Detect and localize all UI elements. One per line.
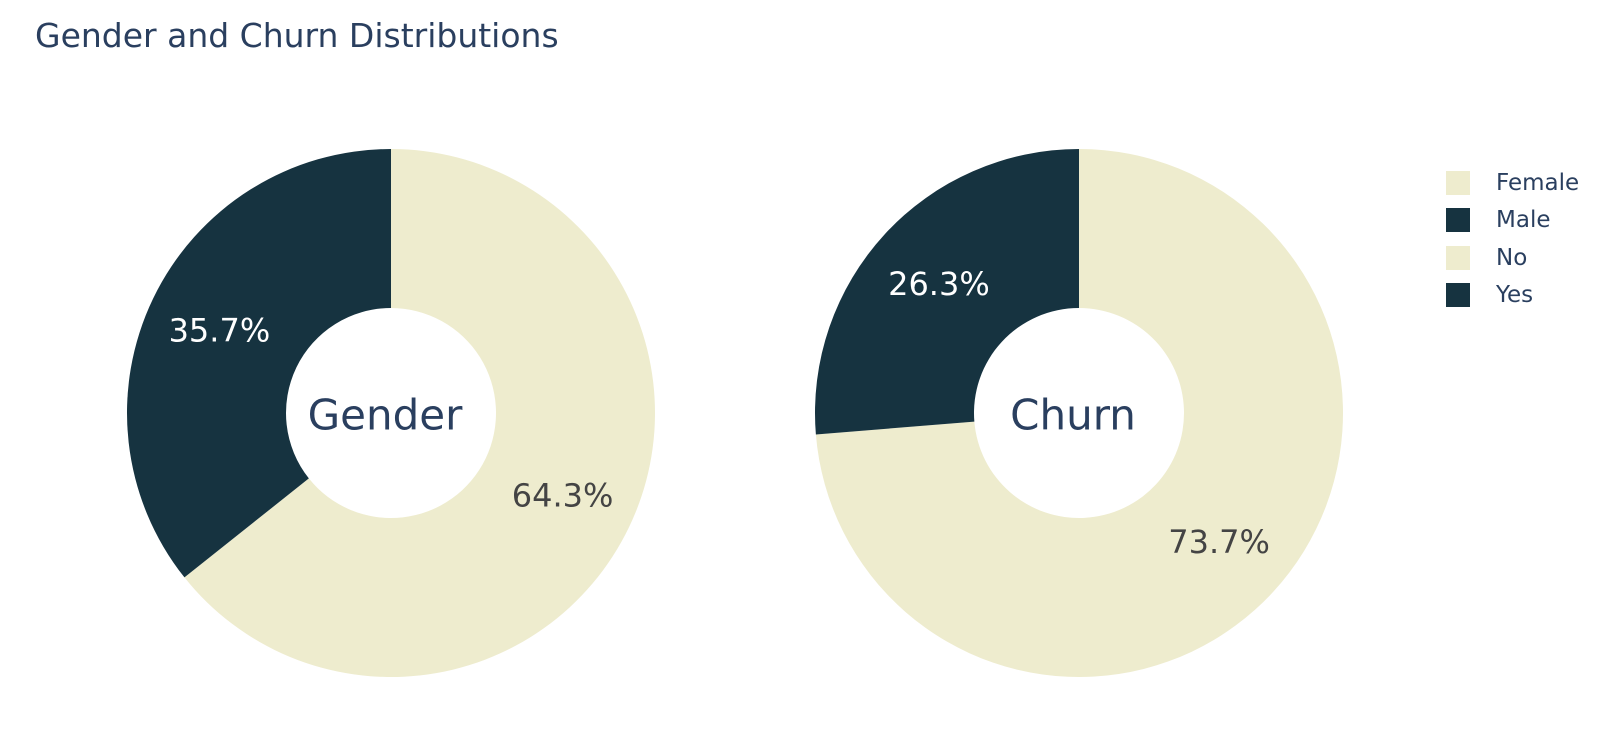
chart-title: Gender and Churn Distributions [35,16,559,55]
legend-swatch-male [1446,208,1470,233]
gender-donut-chart[interactable]: 64.3% 35.7% Gender [127,149,656,677]
legend-item-female[interactable]: Female [1446,164,1579,202]
center-label-churn: Churn [1010,391,1136,440]
legend-swatch-yes [1446,283,1470,308]
slice-label-yes: 26.3% [888,265,990,303]
legend-label-yes: Yes [1496,282,1534,309]
legend-item-yes[interactable]: Yes [1446,277,1579,315]
legend: Female Male No Yes [1446,164,1579,314]
center-label-gender: Gender [308,391,464,440]
slice-female[interactable] [184,149,656,677]
legend-label-male: Male [1496,207,1551,234]
slice-yes[interactable] [815,149,1079,435]
legend-swatch-no [1446,245,1470,270]
slice-no[interactable] [815,149,1344,677]
slice-male[interactable] [127,149,391,578]
churn-donut-chart[interactable]: 73.7% 26.3% Churn [815,149,1344,677]
slice-label-female: 64.3% [512,477,614,515]
legend-swatch-female [1446,170,1470,195]
slice-label-male: 35.7% [169,311,271,349]
slice-label-no: 73.7% [1168,523,1270,561]
legend-label-female: Female [1496,169,1580,196]
legend-item-male[interactable]: Male [1446,202,1579,240]
legend-label-no: No [1496,244,1528,271]
legend-item-no[interactable]: No [1446,239,1579,277]
